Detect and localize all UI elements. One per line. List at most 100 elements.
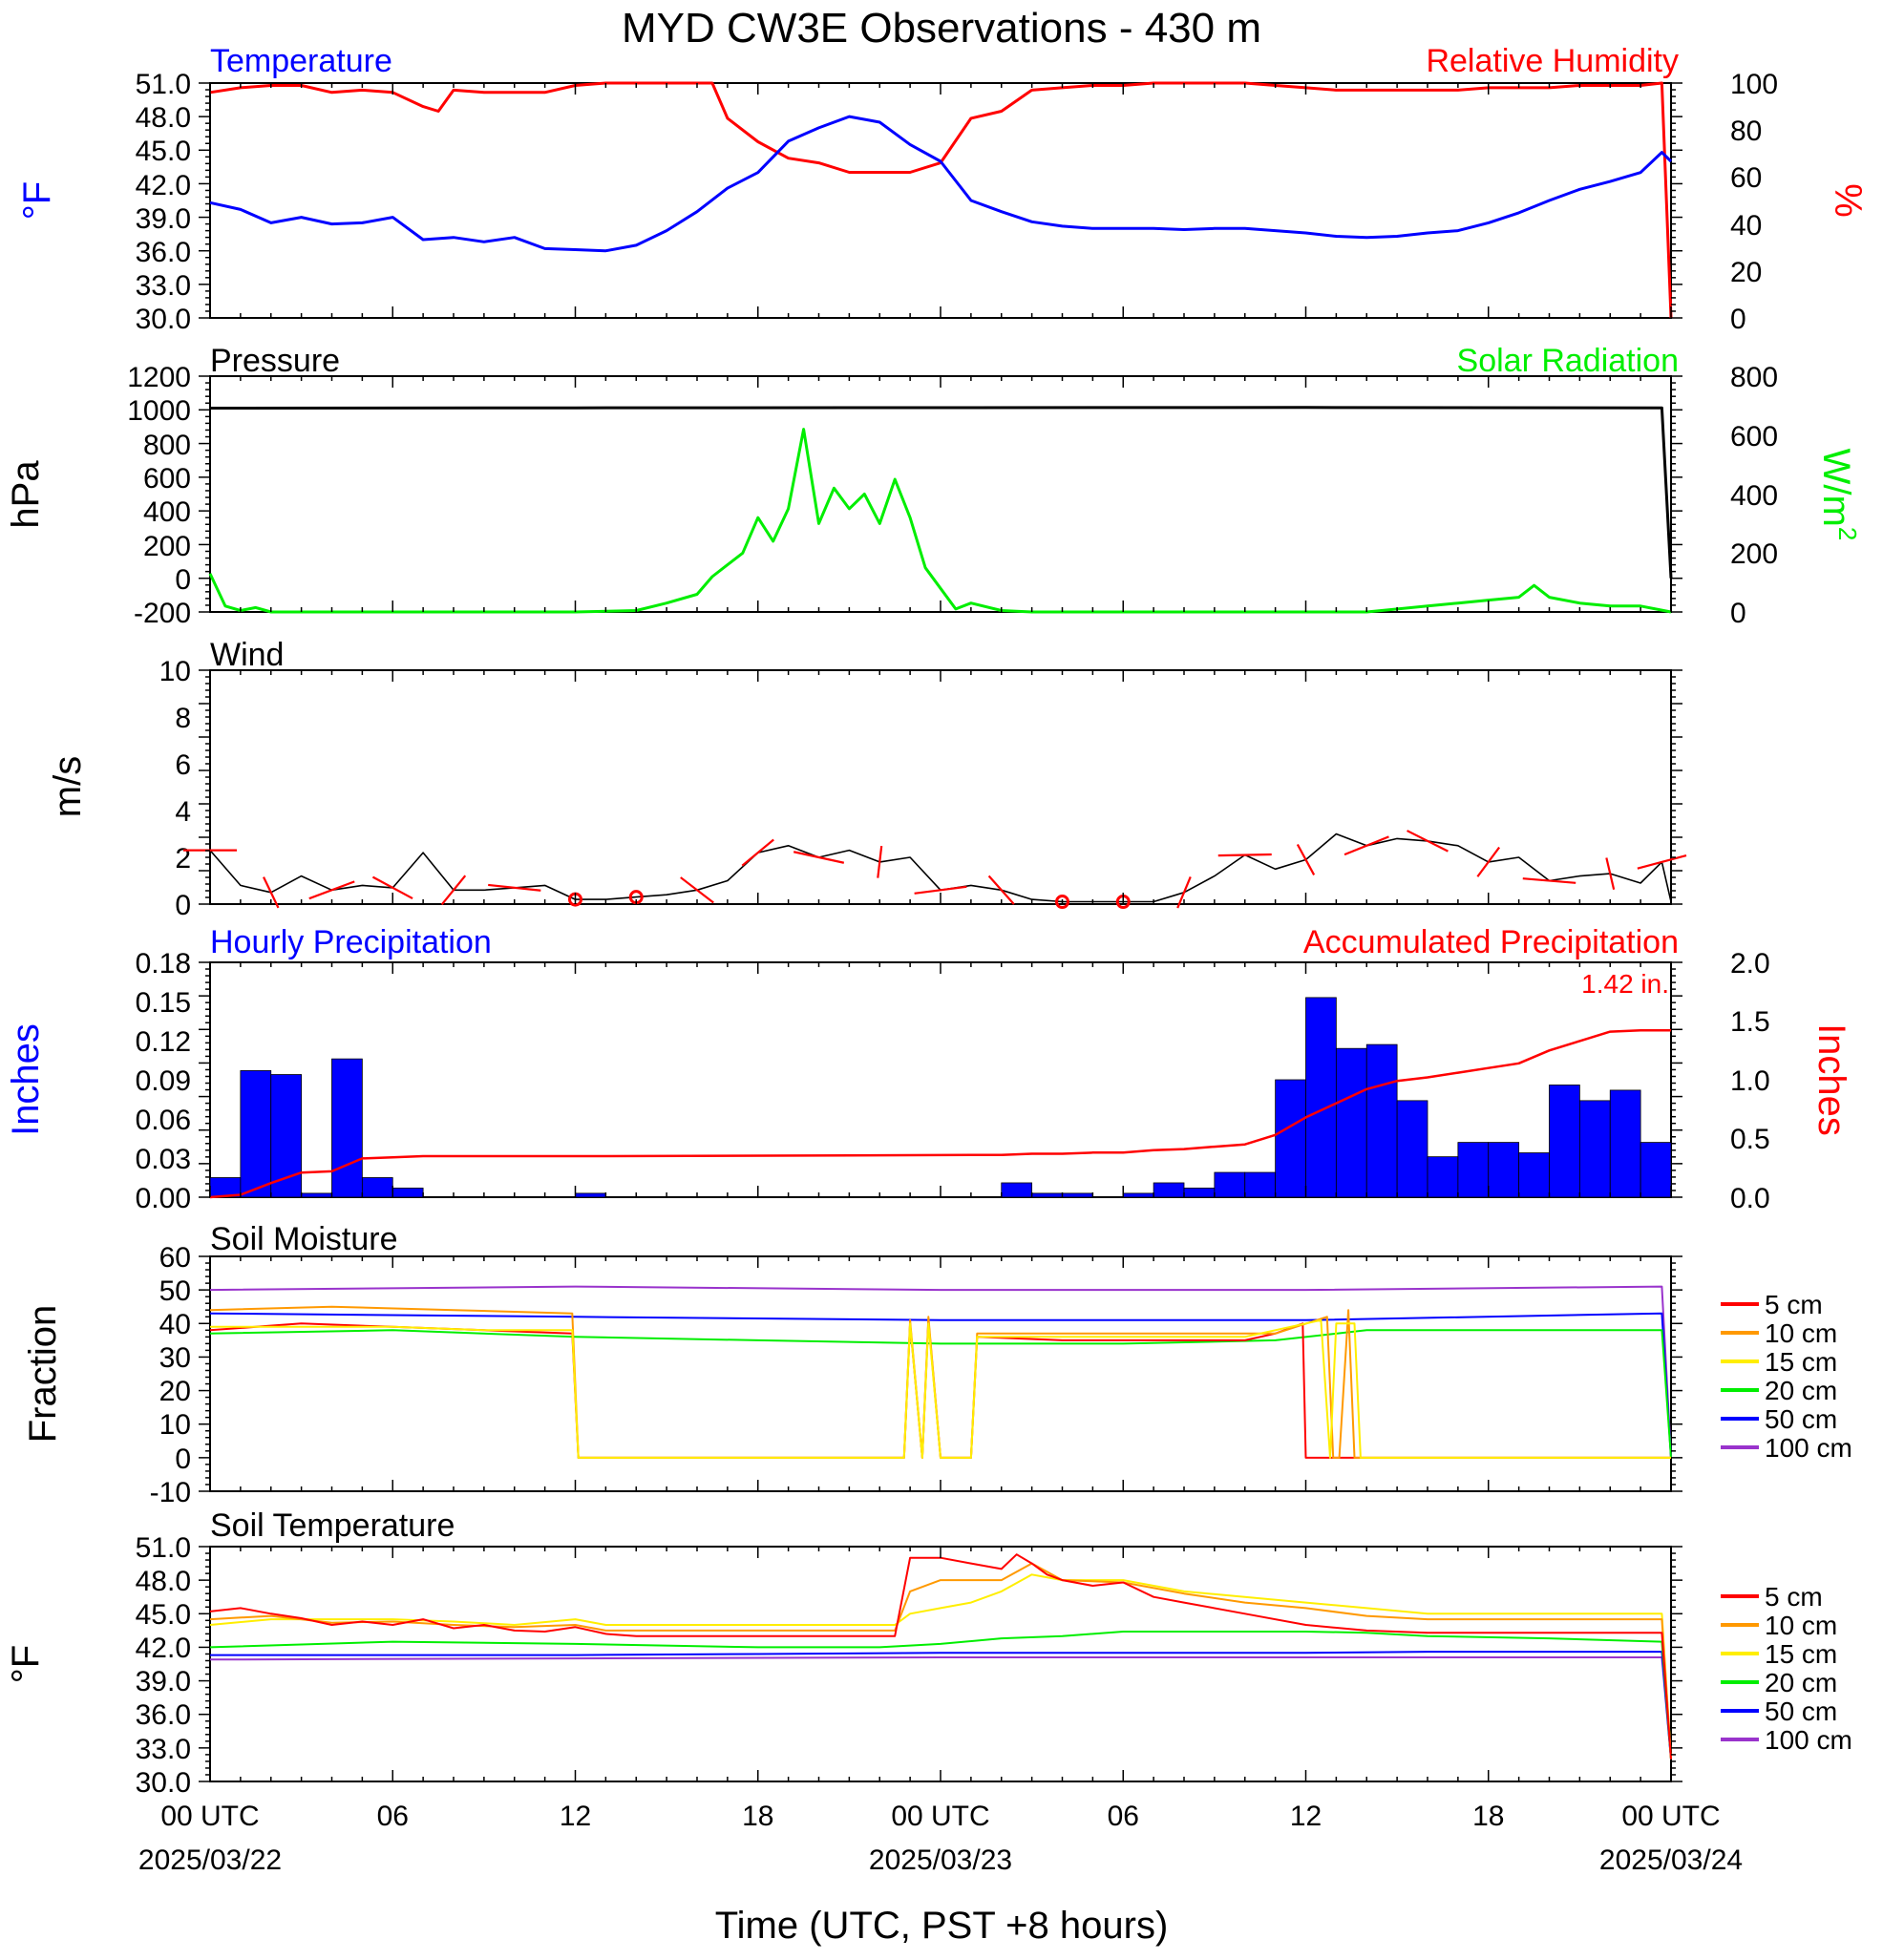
xtick-label: 00 UTC <box>891 1801 989 1832</box>
ytick-label: 45.0 <box>136 1599 191 1631</box>
ytick-label: 400 <box>143 496 191 528</box>
ytick-label: 33.0 <box>136 1734 191 1765</box>
ytick-label: 42.0 <box>136 1633 191 1664</box>
ytick-label: 0.15 <box>136 987 191 1019</box>
wind-barb <box>914 885 967 895</box>
panel-frame <box>209 375 1672 613</box>
wind-barb <box>877 846 883 878</box>
axis-ticks <box>199 82 1682 1782</box>
xtick-label: 00 UTC <box>1621 1801 1720 1832</box>
pressure-yticks: 1200 1000 800 600 400 200 0 -200 <box>127 362 191 629</box>
wind-barb <box>793 851 845 864</box>
ytick-label: 20 <box>1730 257 1762 288</box>
wind-barb <box>488 883 541 892</box>
hourly-precip-bar <box>1305 997 1337 1198</box>
solar-title: Solar Radiation <box>1457 343 1679 379</box>
ytick-label: 100 <box>1730 69 1778 100</box>
hourly-precip-unit-label: Inches <box>5 1023 47 1136</box>
soil-moisture-line-15cm <box>210 1318 1671 1459</box>
ytick-label: 60 <box>159 1242 191 1274</box>
ytick-label: 40 <box>159 1309 191 1340</box>
ytick-label: 600 <box>1730 421 1778 453</box>
hourly-precip-bar <box>1001 1182 1033 1198</box>
wind-barb <box>308 880 355 900</box>
hourly-precip-yticks: 0.18 0.15 0.12 0.09 0.06 0.03 0.00 <box>136 948 191 1214</box>
soil-temp-line-20cm <box>209 1631 1672 1760</box>
xtick-date-label: 2025/03/24 <box>1599 1844 1743 1876</box>
xtick-label: 00 UTC <box>160 1801 259 1832</box>
xtick-label: 18 <box>742 1801 773 1832</box>
hourly-precip-bar <box>301 1192 332 1198</box>
ytick-label: -200 <box>134 598 191 629</box>
accum-precip-unit-label: Inches <box>1810 1023 1852 1136</box>
hourly-precip-bar <box>1244 1171 1277 1198</box>
ytick-label: 0.06 <box>136 1105 191 1136</box>
temperature-humidity-series <box>209 81 1673 319</box>
wind-barb <box>987 875 1015 905</box>
legend-label: 5 cm <box>1765 1290 1823 1319</box>
ytick-label: 1.5 <box>1730 1006 1770 1038</box>
temperature-yticks: 51.0 48.0 45.0 42.0 39.0 36.0 33.0 30.0 <box>136 69 191 335</box>
soil-moisture-title: Soil Moisture <box>210 1221 398 1257</box>
humidity-yticks: 100 80 60 40 20 0 <box>1730 69 1778 335</box>
xtick-label: 06 <box>377 1801 409 1832</box>
legend-label: 100 cm <box>1765 1725 1852 1755</box>
xtick-date-label: 2025/03/22 <box>138 1844 282 1876</box>
ytick-label: 2 <box>175 843 191 875</box>
xtick-label: 12 <box>560 1801 591 1832</box>
soil-temp-line-100cm <box>209 1656 1672 1760</box>
ytick-label: 1000 <box>127 395 191 427</box>
solar-unit-superscript: 2 <box>1833 527 1862 540</box>
wind-barb <box>1343 835 1389 856</box>
panel-soil-moisture: Soil Moisture Fraction 60 50 40 30 20 10… <box>22 1221 1852 1508</box>
solar-yticks: 800 600 400 200 0 <box>1730 362 1778 629</box>
ytick-label: 0.0 <box>1730 1183 1770 1214</box>
soil-moisture-line-100cm <box>209 1285 1672 1458</box>
legend-label: 10 cm <box>1765 1611 1837 1640</box>
ytick-label: 800 <box>143 430 191 461</box>
legend-label: 50 cm <box>1765 1697 1837 1726</box>
calm-wind-marker <box>1055 895 1069 910</box>
wind-barb <box>263 876 280 909</box>
soil-temp-unit-label: °F <box>5 1645 47 1683</box>
legend-label: 5 cm <box>1765 1582 1823 1612</box>
ytick-label: 60 <box>1730 162 1762 194</box>
hourly-precip-bar <box>1518 1152 1550 1198</box>
soil-temp-yticks: 51.0 48.0 45.0 42.0 39.0 36.0 33.0 30.0 <box>136 1532 191 1799</box>
ytick-label: 1.0 <box>1730 1065 1770 1097</box>
hourly-precip-bar <box>1062 1192 1093 1198</box>
xtick-date-label: 2025/03/23 <box>869 1844 1012 1876</box>
soil-temp-line-10cm <box>209 1562 1672 1760</box>
panel-wind: Wind m/s 10 8 6 4 2 0 <box>47 637 1687 921</box>
wind-barb <box>1476 846 1501 877</box>
time-axis: 00 UTC 2025/03/22 06 12 18 00 UTC 2025/03/23 06… <box>138 1801 1743 1876</box>
ytick-label: -10 <box>150 1477 191 1508</box>
soil-temp-title: Soil Temperature <box>210 1507 455 1544</box>
ytick-label: 0.00 <box>136 1183 191 1214</box>
legend-label: 20 cm <box>1765 1376 1837 1405</box>
xtick-label: 18 <box>1472 1801 1504 1832</box>
ytick-label: 33.0 <box>136 270 191 302</box>
wind-speed-line <box>209 832 1672 903</box>
hourly-precip-bar <box>1609 1089 1641 1198</box>
humidity-line <box>209 81 1673 319</box>
ytick-label: 0.12 <box>136 1026 191 1058</box>
hourly-precip-bar <box>1365 1043 1398 1198</box>
soil-temp-line-50cm <box>210 1651 1672 1760</box>
ytick-label: 0 <box>175 1444 191 1475</box>
precip-total-label: 1.42 in. <box>1581 969 1669 999</box>
panel-pressure-solar: Pressure Solar Radiation hPa W/m2 1200 1… <box>5 343 1862 629</box>
ytick-label: 10 <box>159 1409 191 1441</box>
hourly-precip-bar <box>1153 1182 1185 1198</box>
ytick-label: 800 <box>1730 362 1778 393</box>
ytick-label: 0 <box>175 564 191 596</box>
ytick-label: 8 <box>175 703 191 734</box>
wind-barb <box>1605 857 1616 891</box>
accum-precip-line <box>209 1029 1671 1199</box>
wind-barb <box>1176 876 1192 909</box>
ytick-label: 0 <box>1730 304 1746 335</box>
soil-moisture-yticks: 60 50 40 30 20 10 0 -10 <box>150 1242 191 1508</box>
ytick-label: 39.0 <box>136 1666 191 1697</box>
